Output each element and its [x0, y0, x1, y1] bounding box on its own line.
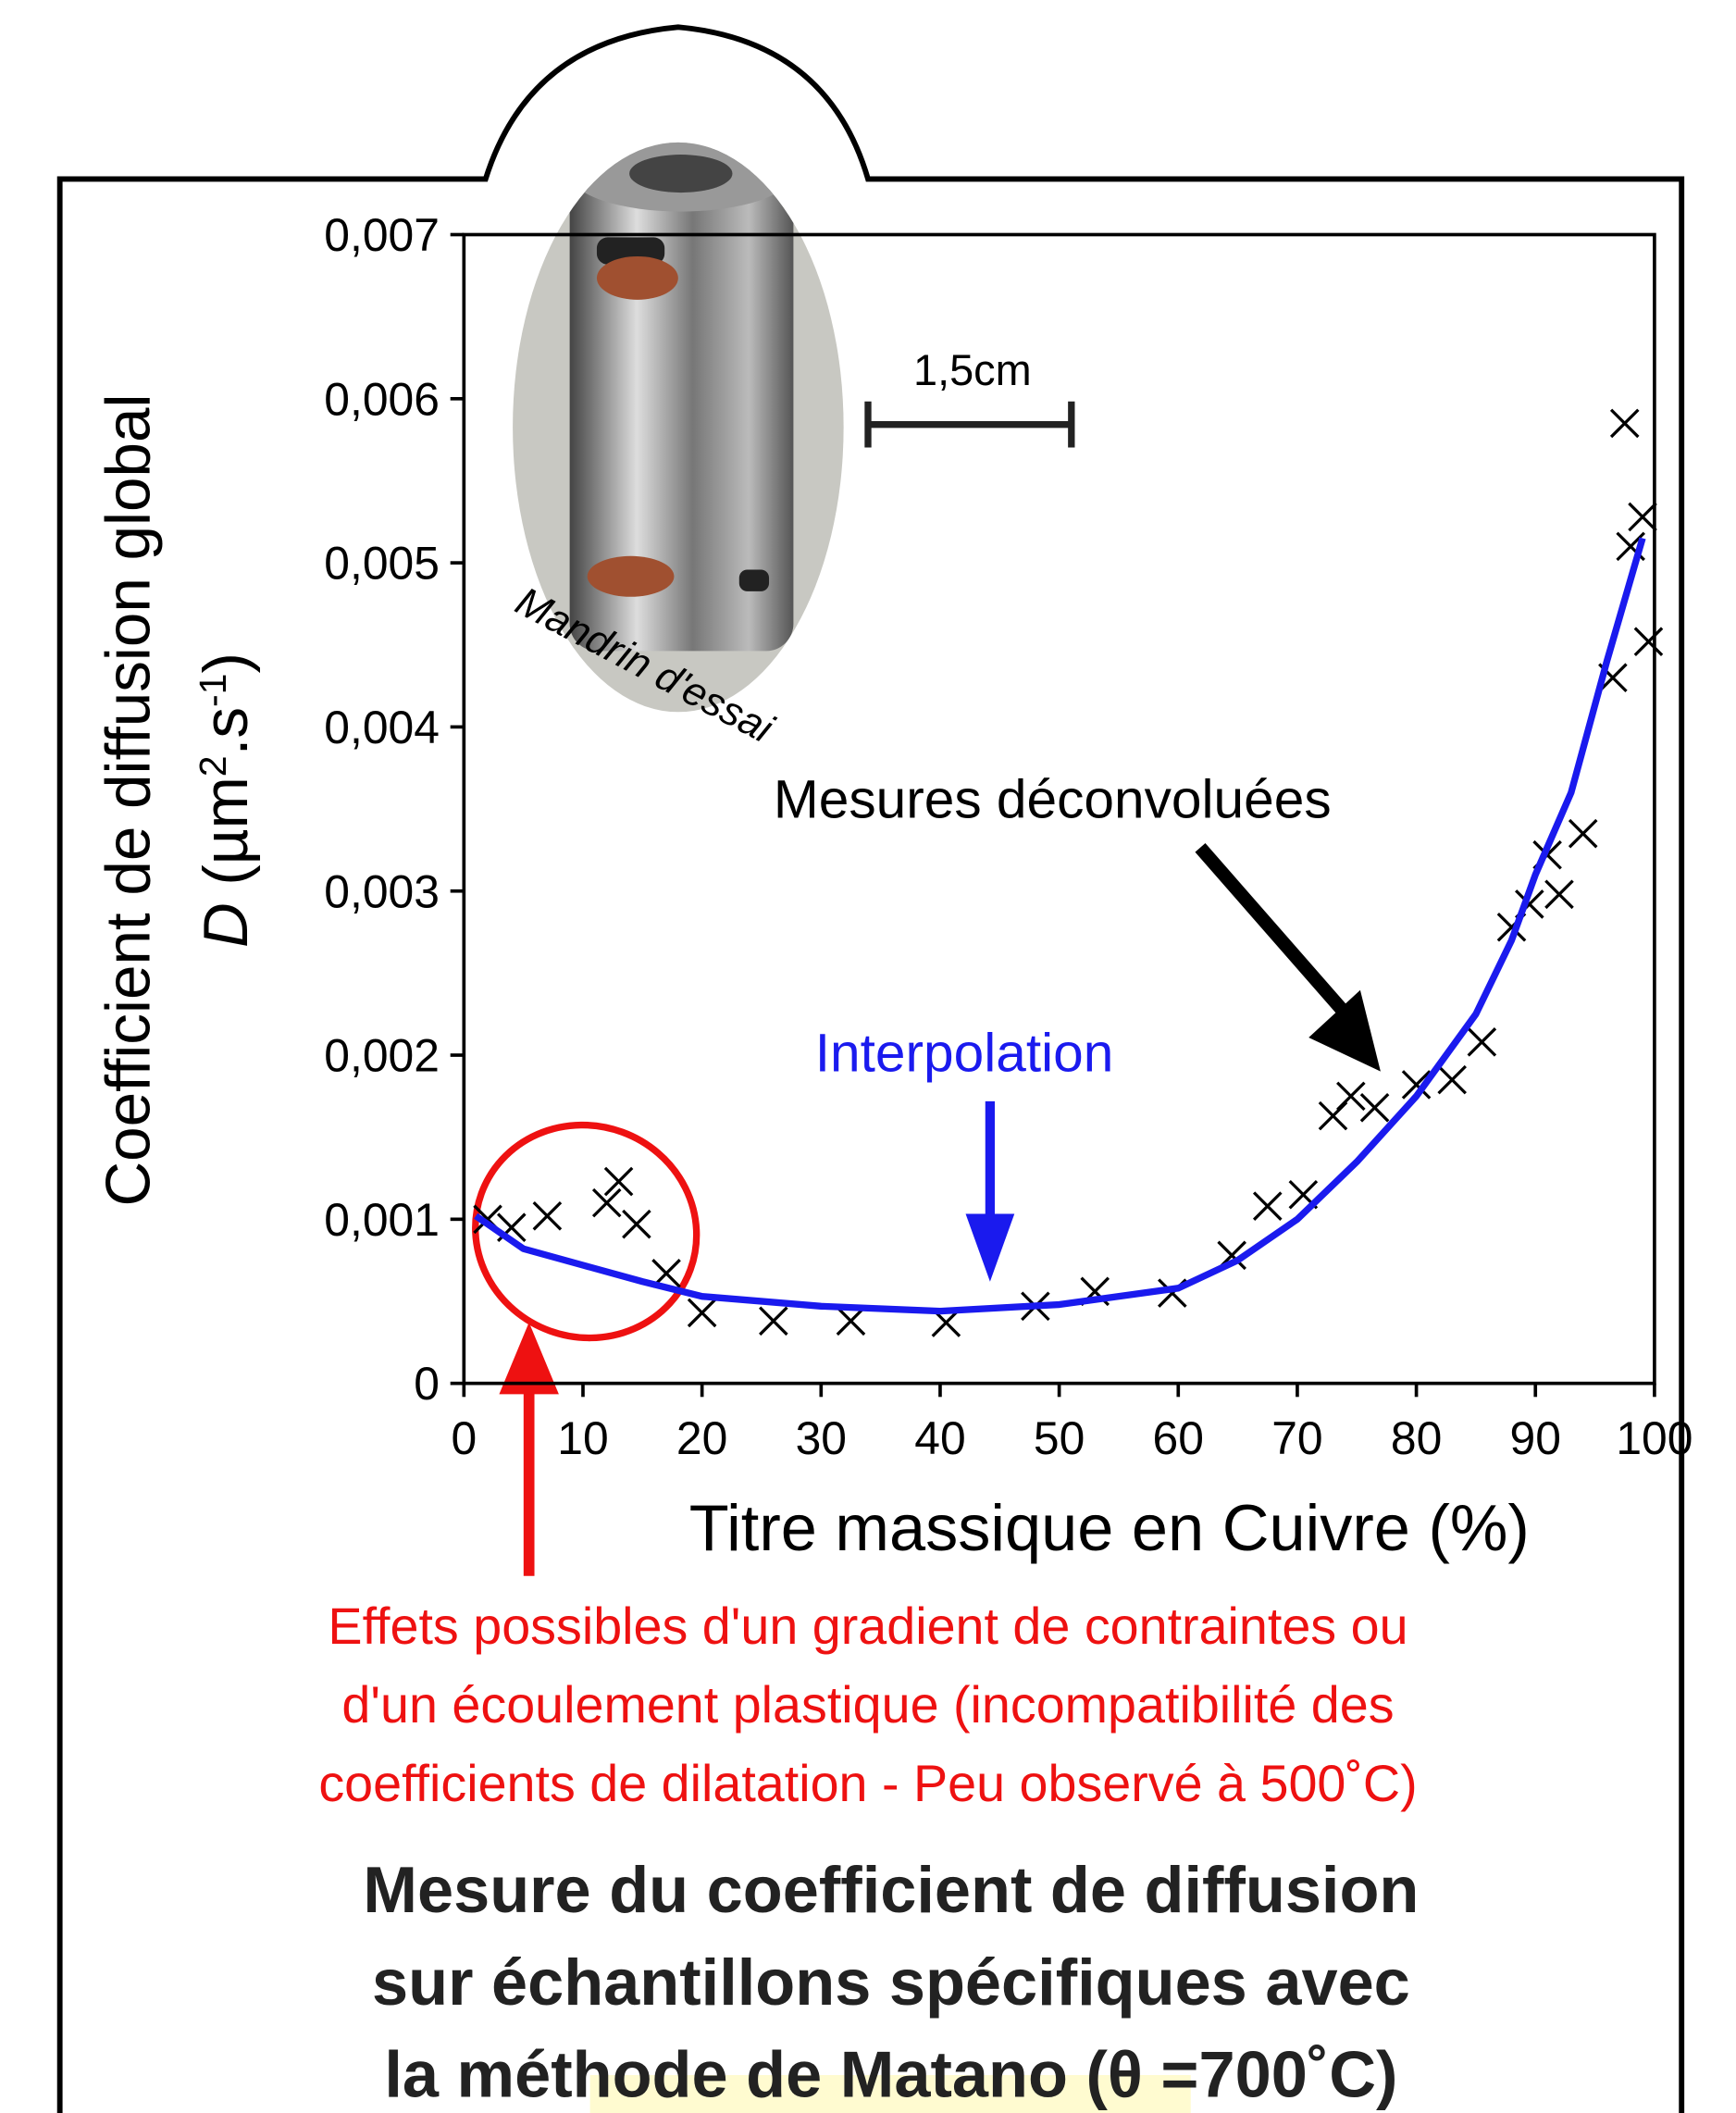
x-tick-label: 30 [796, 1412, 847, 1464]
annotation: Mesures déconvoluées [774, 770, 1332, 830]
y-axis-unit: .s [192, 707, 261, 755]
x-tick-label: 40 [914, 1412, 965, 1464]
x-tick-label: 70 [1271, 1412, 1322, 1464]
data-point [836, 1306, 866, 1336]
arrow [1195, 843, 1348, 1015]
y-tick-label: 0,007 [324, 209, 440, 261]
y-tick-label: 0,003 [324, 865, 440, 917]
y-tick-label: 0 [414, 1358, 440, 1410]
x-tick-label: 10 [557, 1412, 608, 1464]
data-point [622, 1209, 651, 1239]
y-axis-unit: 2 [192, 755, 234, 777]
data-point [1544, 879, 1574, 910]
y-tick-label: 0,002 [324, 1030, 440, 1082]
x-tick-label: 50 [1034, 1412, 1085, 1464]
x-tick-label: 100 [1616, 1412, 1693, 1464]
data-point [1628, 502, 1657, 532]
data-point [603, 1166, 634, 1197]
x-tick-label: 0 [451, 1412, 477, 1464]
y-tick-label: 0,001 [324, 1194, 440, 1246]
scale-label: 1,5cm [913, 346, 1032, 394]
x-tick-label: 20 [676, 1412, 727, 1464]
highlight-ellipse [472, 1121, 701, 1342]
title: Mesure du coefficient de diffusion [363, 1853, 1419, 1926]
y-axis-label: Coefficient de diffusion global [93, 394, 163, 1207]
data-point [759, 1306, 788, 1336]
title: sur échantillons spécifiques avec [372, 1945, 1410, 2019]
data-point [1467, 1027, 1497, 1057]
data-point [1437, 1064, 1467, 1095]
y-axis-unit: -1 [192, 674, 234, 707]
note: Effets possibles d'un gradient de contra… [328, 1597, 1407, 1655]
arrow-head [1308, 989, 1381, 1072]
note: d'un écoulement plastique (incompatibili… [341, 1676, 1394, 1734]
x-tick-label: 80 [1391, 1412, 1442, 1464]
y-axis-symbol: D [192, 902, 261, 948]
data-point [1568, 818, 1598, 849]
x-axis-label: Titre massique en Cuivre (%) [689, 1491, 1530, 1564]
title: la méthode de Matano (θ =700˚C) [384, 2037, 1397, 2110]
data-point [1609, 408, 1640, 439]
y-axis-label: D (µm2.s-1) [192, 653, 261, 948]
highlight-box [589, 2074, 1191, 2113]
x-tick-label: 90 [1510, 1412, 1561, 1464]
data-point [1401, 1070, 1432, 1100]
x-tick-label: 60 [1153, 1412, 1204, 1464]
y-tick-label: 0,005 [324, 538, 440, 590]
data-point [1336, 1081, 1366, 1112]
data-point [1359, 1092, 1390, 1123]
photo [513, 142, 844, 713]
y-axis-unit: (µm [192, 777, 261, 885]
arrow-head [965, 1213, 1015, 1282]
fit-line [474, 537, 1646, 1315]
y-axis-unit: ) [192, 653, 261, 673]
note: coefficients de dilatation - Peu observé… [318, 1755, 1417, 1812]
annotation: Interpolation [815, 1024, 1114, 1084]
data-point [687, 1298, 717, 1328]
arrow-head [499, 1322, 559, 1395]
data-point [1252, 1191, 1283, 1221]
y-tick-label: 0,006 [324, 373, 440, 425]
data-point [532, 1201, 563, 1231]
data-point [1633, 627, 1664, 657]
y-tick-label: 0,004 [324, 702, 440, 753]
data-point [591, 1187, 622, 1218]
frame [56, 24, 1685, 2113]
